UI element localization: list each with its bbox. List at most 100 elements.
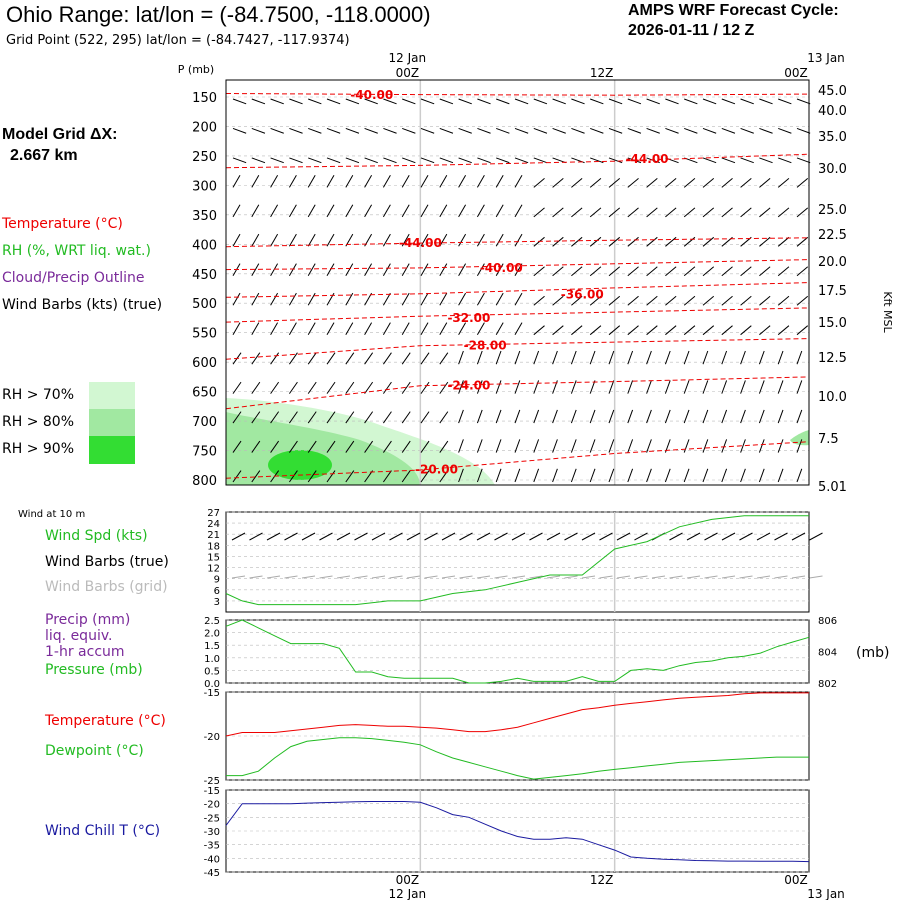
- wind-barb: [514, 263, 523, 277]
- wind-barb: [420, 233, 429, 247]
- top-date-label: 13 Jan: [807, 51, 845, 65]
- wind-barb: [533, 295, 545, 306]
- wind-barb: [251, 175, 260, 188]
- legend-dewpoint: Dewpoint (°C): [45, 743, 144, 759]
- wind-barb: [683, 468, 690, 483]
- wind-barb: [571, 325, 583, 336]
- wind-barb: [232, 440, 242, 453]
- wind-barb: [721, 98, 736, 105]
- wind-barb: [307, 175, 316, 188]
- wind-barb: [251, 233, 260, 247]
- wind-barb: [458, 380, 464, 394]
- model-grid-value: 2.667 km: [10, 147, 78, 164]
- wind-barb: [307, 440, 317, 453]
- wind-barb-grid: [319, 575, 333, 579]
- wind-barb: [777, 178, 790, 188]
- wind-barb: [589, 325, 602, 336]
- wind-barb: [533, 157, 548, 164]
- wind-barb-true: [459, 532, 473, 541]
- wind-barb: [364, 411, 374, 424]
- wind-barb: [702, 157, 717, 164]
- wind-barb: [646, 127, 660, 134]
- wind-barb-true: [231, 532, 246, 541]
- wind-barb: [796, 266, 809, 277]
- wind-barb: [796, 207, 809, 218]
- wind-barb-grid: [686, 575, 701, 579]
- legend-temperature-2m: Temperature (°C): [45, 713, 166, 729]
- wind-barb: [608, 409, 615, 424]
- wind-barb: [514, 292, 523, 306]
- wind-barb: [608, 236, 621, 247]
- wind-barb: [702, 295, 715, 306]
- wind-barb: [590, 98, 604, 105]
- wind-tick-label: 18: [207, 541, 220, 552]
- wind-barb: [721, 178, 733, 188]
- wind-barb: [627, 350, 634, 365]
- wind-barb-grid: [581, 575, 596, 579]
- wind-barb: [439, 411, 449, 424]
- wind-barb-true: [564, 532, 578, 541]
- pressure-tick-label: 700: [192, 415, 217, 430]
- wind-barb: [270, 263, 279, 277]
- wind-barb: [439, 381, 449, 394]
- temperature-contour: [225, 93, 810, 96]
- pressure-tick-label: 450: [192, 268, 217, 283]
- wind-10m-label: Wind at 10 m: [18, 509, 86, 520]
- wind-barb: [758, 380, 765, 394]
- wind-barb: [232, 381, 242, 394]
- wind-barb: [759, 98, 773, 105]
- wind-barb: [345, 157, 360, 164]
- wind-barb: [552, 98, 566, 105]
- wind-barb: [552, 295, 564, 306]
- precip-tick-label: 0.5: [204, 666, 220, 677]
- legend-rh90-swatch: [89, 436, 135, 464]
- wind-barb: [608, 325, 621, 336]
- wind-barb: [589, 380, 596, 394]
- wind-barb: [326, 127, 341, 134]
- wind-barb: [364, 322, 373, 335]
- wind-barb: [345, 440, 355, 453]
- wind-barb: [665, 157, 679, 164]
- height-axis-title: Kft MSL: [881, 291, 894, 333]
- wind-barb: [288, 292, 297, 306]
- wind-barb: [552, 178, 564, 188]
- legend-rh90-label: RH > 90%: [2, 441, 75, 457]
- temperature-contour-label: -32.00: [447, 311, 490, 325]
- wind-barb: [796, 127, 811, 134]
- wind-barb: [345, 411, 355, 424]
- wind-barb: [589, 409, 596, 424]
- wind-barb-true: [599, 532, 613, 541]
- windchill-tick-label: -15: [204, 786, 220, 797]
- wind-barb: [646, 236, 658, 247]
- wind-barb: [495, 409, 502, 424]
- wind-barb: [570, 380, 577, 394]
- forecast-cycle-value: 2026-01-11 / 12 Z: [628, 22, 755, 39]
- wind-barb: [740, 409, 746, 424]
- wind-barb: [758, 350, 765, 365]
- wind-barb: [326, 352, 336, 365]
- wind-barb: [740, 325, 752, 336]
- wind-barb: [383, 127, 397, 134]
- temperature-contour: [225, 338, 810, 360]
- height-tick-label: 7.5: [818, 432, 839, 447]
- wind-barb: [364, 175, 373, 188]
- wind-barb: [382, 470, 392, 483]
- wind-barb: [627, 380, 634, 394]
- wind-barb: [270, 322, 279, 335]
- wind-barb: [345, 470, 355, 483]
- pressure-axis-title: P (mb): [178, 63, 214, 76]
- wind-barb: [777, 380, 784, 394]
- wind-barb: [326, 98, 341, 105]
- wind-barb: [401, 470, 411, 483]
- wind-barb: [796, 468, 803, 483]
- height-tick-label: 35.0: [818, 130, 847, 145]
- pressure-tick-label: 200: [192, 120, 217, 135]
- wind-barb: [646, 439, 652, 453]
- wind-barb: [683, 439, 690, 453]
- wind-barb: [251, 204, 260, 218]
- wind-barb-true: [529, 532, 543, 541]
- wind-barb: [740, 266, 752, 277]
- wind-barb-grid: [511, 575, 526, 579]
- wind-barb: [627, 468, 634, 483]
- wind-barb: [514, 380, 521, 394]
